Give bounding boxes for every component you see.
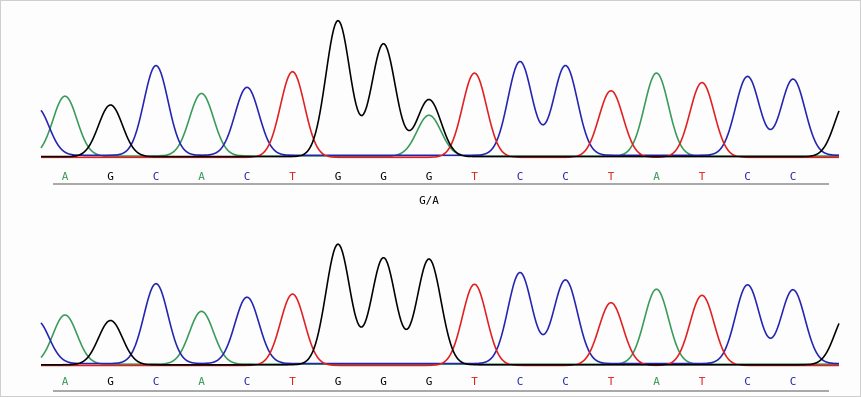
base-call-label: C: [744, 375, 751, 388]
base-call-label: C: [153, 375, 160, 388]
base-call-label: T: [289, 170, 296, 183]
base-call-label: G: [335, 375, 342, 388]
base-call-label: G: [380, 375, 387, 388]
base-call-label: A: [653, 170, 660, 183]
base-call-label: C: [517, 170, 524, 183]
trace-g-panel-1: [41, 19, 840, 158]
trace-c-panel-2: [40, 271, 839, 365]
trace-c-panel-1: [40, 60, 839, 157]
base-call-label: T: [699, 375, 706, 388]
base-call-label: G: [426, 375, 433, 388]
base-call-label: G: [380, 170, 387, 183]
variant-annotation: G/A: [419, 194, 439, 207]
trace-g-panel-2: [41, 243, 840, 366]
base-call-label: C: [562, 170, 569, 183]
base-call-label: C: [517, 375, 524, 388]
trace-t-panel-1: [41, 70, 839, 159]
base-call-label: A: [198, 170, 205, 183]
base-call-label: C: [244, 375, 251, 388]
base-call-label: C: [562, 375, 569, 388]
base-call-label: T: [471, 375, 478, 388]
base-call-label: T: [608, 375, 615, 388]
base-call-label: T: [608, 170, 615, 183]
base-call-label: T: [471, 170, 478, 183]
base-call-label: G: [107, 375, 114, 388]
base-call-label: T: [289, 375, 296, 388]
base-call-label: T: [699, 170, 706, 183]
base-call-label: A: [198, 375, 205, 388]
chromatogram-panel-1: A G C A C T G G G T C C T A T C C G/A: [40, 19, 840, 207]
base-call-label: C: [790, 375, 797, 388]
base-call-label: A: [62, 375, 69, 388]
base-call-label: C: [790, 170, 797, 183]
base-call-label: G: [426, 170, 433, 183]
trace-a-panel-1: [40, 72, 839, 157]
trace-a-panel-2: [40, 288, 839, 365]
base-call-label: C: [744, 170, 751, 183]
base-call-label: A: [62, 170, 69, 183]
base-call-label: C: [153, 170, 160, 183]
base-call-label: A: [653, 375, 660, 388]
base-call-label: G: [335, 170, 342, 183]
base-call-label: G: [107, 170, 114, 183]
base-call-label: C: [244, 170, 251, 183]
